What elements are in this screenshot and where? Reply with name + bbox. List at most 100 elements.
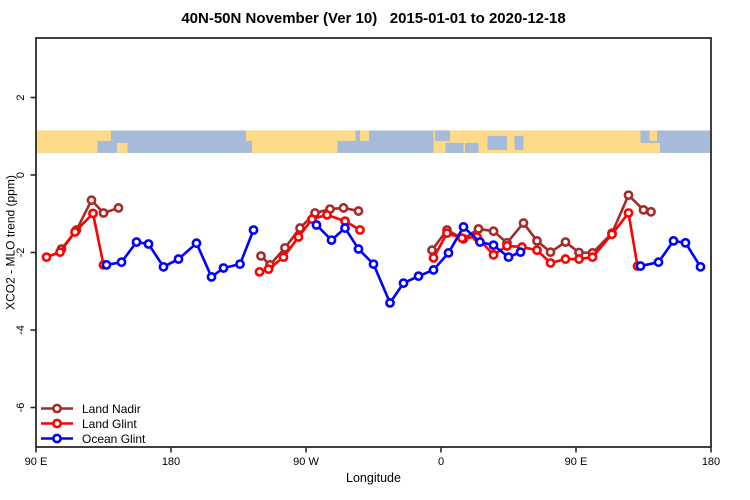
data-point (116, 257, 127, 268)
data-point (143, 239, 154, 249)
x-tick-label: 90 E (25, 456, 48, 468)
data-point (635, 261, 646, 271)
data-point (443, 247, 454, 258)
data-point (86, 195, 97, 206)
y-tick-label: -6 (15, 403, 27, 413)
legend-item-land-glint: Land Glint (40, 416, 145, 431)
data-point (458, 222, 469, 232)
data-point (442, 228, 452, 239)
data-point (680, 237, 691, 248)
data-point (488, 249, 499, 260)
data-point (206, 272, 217, 282)
x-tick-label: 0 (438, 456, 444, 468)
band-water-patch (465, 142, 479, 153)
data-point (518, 218, 529, 228)
data-point (385, 297, 395, 308)
legend-label: Ocean Glint (82, 431, 146, 446)
data-point (428, 265, 439, 275)
data-point (326, 235, 337, 245)
legend-marker-icon (41, 403, 73, 414)
band-land-segment (117, 142, 128, 153)
data-point (322, 210, 332, 220)
data-point (646, 206, 656, 217)
data-point (503, 252, 514, 263)
band-water-patch (435, 130, 450, 141)
data-point (235, 259, 245, 270)
data-point (173, 254, 184, 264)
data-point (88, 208, 98, 219)
series-line (105, 228, 255, 279)
data-point (427, 245, 437, 256)
data-point (502, 241, 512, 251)
data-point (256, 251, 266, 261)
data-point (488, 240, 499, 251)
legend-circle (52, 403, 62, 414)
data-point (280, 242, 290, 253)
series-line (45, 212, 105, 267)
data-point (101, 259, 112, 270)
data-point (248, 225, 259, 235)
data-point (353, 206, 364, 216)
data-point (254, 266, 265, 277)
legend-marker-icon (41, 418, 73, 429)
data-point (398, 278, 409, 289)
legend-item-land-nadir: Land Nadir (40, 401, 145, 416)
x-tick-label: 180 (702, 456, 720, 468)
y-axis-ticks: 2 0 -2 -4 -6 (15, 94, 36, 412)
legend-circle (52, 433, 62, 444)
data-point (532, 235, 542, 246)
data-point (191, 238, 202, 249)
data-point (587, 252, 598, 263)
data-point (515, 247, 526, 258)
data-point (263, 264, 274, 275)
data-point (560, 237, 571, 247)
plot-box (35, 37, 712, 448)
x-tick-label: 180 (162, 456, 180, 468)
data-point (293, 232, 304, 242)
series-ocean-glint (101, 220, 706, 308)
data-point (311, 220, 322, 230)
y-tick-label: 0 (15, 172, 27, 178)
data-point (475, 237, 485, 247)
data-point (653, 257, 664, 268)
data-point (98, 208, 109, 218)
data-point (113, 203, 124, 213)
y-tick-label: -2 (15, 248, 27, 258)
band-land-segment (246, 130, 254, 141)
series-line (639, 239, 702, 269)
band-land-segment (640, 142, 660, 153)
data-point (560, 254, 571, 264)
data-point (70, 227, 80, 237)
y-tick-label: 2 (15, 94, 27, 100)
data-point (532, 245, 542, 256)
legend-marker-icon (41, 433, 73, 444)
series-line (315, 223, 522, 305)
x-tick-label: 90 W (293, 456, 319, 468)
data-point (278, 252, 289, 263)
legend: Land Nadir Land Glint Ocean Glint (40, 401, 145, 446)
chart-title: 40N-50N November (Ver 10) 2015-01-01 to … (181, 10, 566, 27)
data-point (638, 204, 649, 215)
legend-label: Land Nadir (82, 401, 141, 416)
data-point (131, 237, 142, 247)
data-point (545, 258, 556, 268)
band-water-patch (487, 135, 507, 150)
band-land-segment (433, 130, 641, 153)
band-land-segment (360, 130, 369, 141)
data-point (340, 223, 350, 233)
legend-label: Land Glint (82, 416, 137, 431)
x-tick-label: 90 E (565, 456, 588, 468)
data-point (55, 247, 65, 258)
series-line (60, 198, 120, 251)
data-point (574, 254, 584, 264)
band-land-segment (252, 130, 338, 153)
x-axis-label: Longitude (346, 471, 401, 485)
data-point (623, 208, 634, 218)
data-point (473, 223, 484, 234)
data-point (41, 252, 52, 263)
data-point (413, 271, 424, 282)
data-point (158, 261, 169, 272)
data-point (218, 263, 229, 273)
